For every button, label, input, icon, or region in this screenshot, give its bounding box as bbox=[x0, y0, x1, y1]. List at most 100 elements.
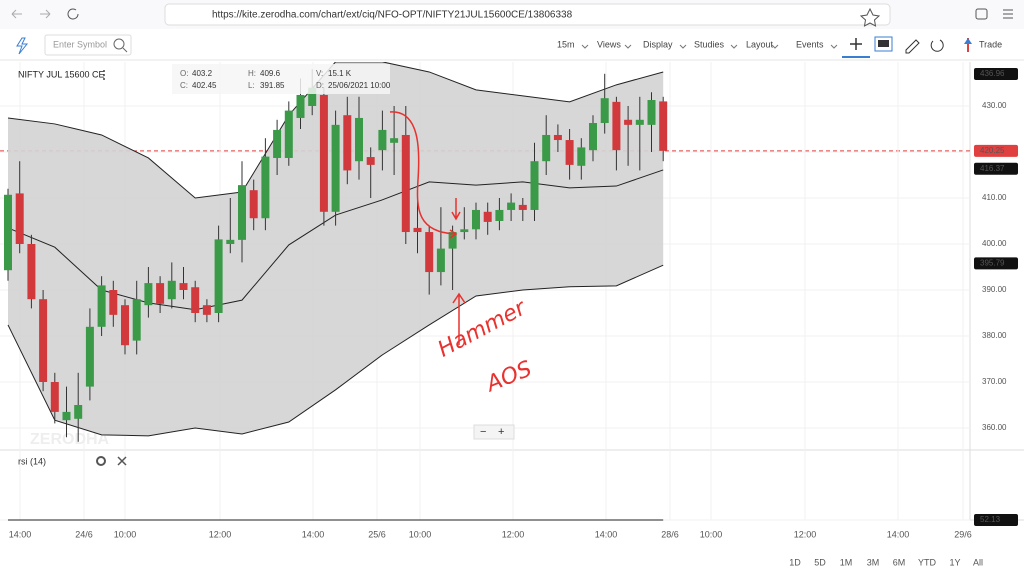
candle-body bbox=[167, 280, 176, 300]
app-logo[interactable] bbox=[16, 37, 29, 55]
bookmark-star[interactable] bbox=[859, 7, 881, 27]
candle-body bbox=[495, 209, 504, 221]
chevron bbox=[830, 44, 838, 49]
trade-button[interactable]: Trade bbox=[979, 39, 1002, 49]
candle-body bbox=[97, 285, 106, 327]
candle-body bbox=[589, 123, 597, 151]
candle-body bbox=[565, 140, 574, 165]
band-upper bbox=[7, 62, 664, 199]
chevron bbox=[624, 44, 632, 49]
symbol-name: NIFTY JUL 15600 CE bbox=[18, 69, 105, 79]
range-button[interactable]: 6M bbox=[893, 557, 906, 567]
undo-button[interactable] bbox=[930, 39, 944, 52]
candle-body bbox=[413, 227, 422, 233]
info-value: 402.45 bbox=[192, 81, 217, 90]
candle-body bbox=[436, 248, 445, 273]
candle-body bbox=[472, 209, 480, 230]
annotation-arrow bbox=[452, 292, 466, 345]
draw-button[interactable] bbox=[905, 39, 920, 54]
zoom-controls bbox=[473, 424, 515, 440]
chevron bbox=[679, 44, 687, 49]
x-tick-label: 29/6 bbox=[954, 529, 972, 539]
zoom-in[interactable]: + bbox=[498, 426, 504, 438]
price-tag-label: 436.96 bbox=[980, 69, 1005, 78]
candle-body bbox=[343, 115, 352, 171]
range-button[interactable]: 1D bbox=[789, 557, 801, 567]
candle-body bbox=[331, 124, 340, 212]
candle-body bbox=[15, 193, 24, 244]
range-button[interactable]: 5D bbox=[814, 557, 826, 567]
range-button[interactable]: 3M bbox=[867, 557, 880, 567]
candle-body bbox=[238, 185, 246, 240]
candle-body bbox=[39, 299, 48, 382]
symbol-search[interactable] bbox=[44, 34, 132, 56]
toolbar-menu[interactable]: Display bbox=[643, 39, 673, 49]
forward-button[interactable] bbox=[40, 9, 51, 19]
x-tick-label: 10:00 bbox=[700, 529, 723, 539]
annotation-text: AOS bbox=[481, 357, 535, 398]
candle-body bbox=[518, 204, 527, 210]
band-lower bbox=[7, 264, 664, 437]
x-tick-label: 14:00 bbox=[887, 529, 910, 539]
reload-button[interactable] bbox=[67, 8, 79, 20]
back-button[interactable] bbox=[11, 9, 22, 19]
candle-body bbox=[530, 161, 539, 210]
chevron bbox=[581, 44, 589, 49]
candle-body bbox=[214, 239, 223, 313]
info-label: O: bbox=[180, 69, 188, 78]
rsi-settings[interactable] bbox=[96, 456, 106, 466]
info-value: 15.1 K bbox=[328, 69, 352, 78]
x-tick-label: 10:00 bbox=[409, 529, 432, 539]
range-button[interactable]: 1M bbox=[840, 557, 853, 567]
zoom-out[interactable]: − bbox=[480, 426, 486, 438]
toolbar-menu[interactable]: Views bbox=[597, 39, 621, 49]
range-button[interactable]: YTD bbox=[918, 557, 937, 567]
candle-body bbox=[553, 134, 562, 141]
toolbar-menu[interactable]: Layout bbox=[746, 39, 774, 49]
candle-body bbox=[507, 202, 516, 210]
candle-body bbox=[577, 147, 586, 166]
candle-body bbox=[62, 411, 71, 421]
y-tick-label: 390.00 bbox=[982, 285, 1007, 294]
comment-button[interactable] bbox=[874, 36, 893, 52]
price-tag-label: 395.79 bbox=[980, 258, 1005, 267]
candle-body bbox=[121, 305, 129, 346]
candle-body bbox=[156, 283, 165, 304]
search-placeholder: Enter Symbol bbox=[53, 39, 107, 49]
pocket-icon[interactable] bbox=[975, 8, 988, 20]
candle-body bbox=[425, 232, 434, 273]
annotation-arrow bbox=[451, 198, 461, 221]
toolbar-menu[interactable]: Events bbox=[796, 39, 824, 49]
interval-menu[interactable]: 15m bbox=[557, 39, 575, 49]
watermark: ZERODHA bbox=[30, 431, 110, 448]
candle-body bbox=[144, 283, 153, 306]
candle-body bbox=[202, 305, 211, 315]
candle-body bbox=[483, 211, 492, 222]
range-button[interactable]: 1Y bbox=[949, 557, 960, 567]
x-tick-label: 24/6 bbox=[75, 529, 93, 539]
y-tick-label: 380.00 bbox=[982, 331, 1007, 340]
rsi-label: rsi (14) bbox=[18, 456, 46, 466]
y-tick-label: 430.00 bbox=[982, 101, 1007, 110]
price-tag bbox=[974, 144, 1018, 157]
candle-body bbox=[647, 100, 656, 125]
candle-body bbox=[448, 232, 457, 249]
info-label: D: bbox=[316, 81, 324, 90]
candle-body bbox=[226, 239, 235, 244]
annotation-arrow bbox=[389, 111, 456, 235]
y-tick-label: 360.00 bbox=[982, 423, 1007, 432]
candle-body bbox=[74, 405, 83, 419]
menu-icon[interactable] bbox=[1003, 9, 1013, 19]
url-box[interactable] bbox=[164, 3, 891, 26]
candle-body bbox=[612, 101, 621, 151]
rsi-close[interactable] bbox=[117, 456, 127, 466]
candle-body bbox=[273, 129, 282, 158]
toolbar-menu[interactable]: Studies bbox=[694, 39, 725, 49]
info-value: 25/06/2021 10:00 bbox=[328, 81, 391, 90]
candle-body bbox=[4, 194, 12, 271]
candle-body bbox=[635, 119, 644, 125]
candle-body bbox=[284, 110, 293, 158]
candle-body bbox=[27, 244, 36, 300]
range-button[interactable]: All bbox=[973, 557, 983, 567]
